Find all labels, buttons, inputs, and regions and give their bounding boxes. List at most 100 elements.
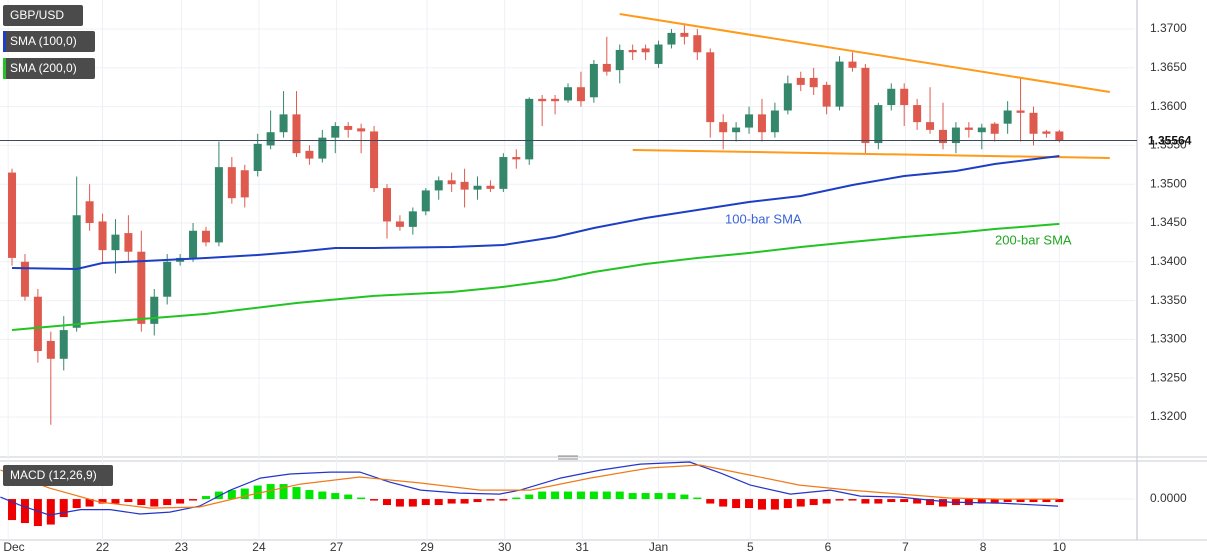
- histogram-bar: [150, 499, 159, 507]
- legend-label: MACD (12,26,9): [10, 468, 97, 482]
- candle-body: [913, 105, 922, 123]
- histogram-bar: [20, 499, 29, 524]
- histogram-bar: [33, 499, 42, 527]
- candle-body: [796, 77, 805, 85]
- candle-body: [1003, 110, 1012, 124]
- histogram-bar: [564, 491, 573, 500]
- candle-body: [486, 185, 495, 189]
- candle-body: [576, 87, 585, 102]
- histogram-bar: [189, 499, 198, 501]
- candle-body: [628, 49, 637, 53]
- candle-body: [163, 261, 172, 297]
- histogram-bar: [977, 499, 986, 504]
- histogram-bar: [796, 499, 805, 507]
- histogram-bar: [525, 494, 534, 500]
- histogram-bar: [266, 484, 275, 500]
- candle-body: [848, 61, 857, 68]
- histogram-bar: [98, 499, 107, 504]
- candle-body: [719, 122, 728, 133]
- histogram-bar: [745, 499, 754, 509]
- histogram-bar: [240, 488, 249, 500]
- candle-body: [20, 261, 29, 297]
- candle-body: [305, 150, 314, 159]
- histogram-bar: [8, 499, 17, 521]
- y-tick-label: 1.3550: [1150, 138, 1187, 152]
- last-price-label: 1.35564: [1148, 134, 1192, 148]
- histogram-bar: [253, 485, 262, 500]
- histogram-bar: [719, 499, 728, 507]
- x-tick-label: 27: [330, 540, 344, 554]
- histogram-bar: [1003, 499, 1012, 503]
- histogram-bar: [382, 499, 392, 506]
- x-tick-label: 24: [252, 540, 266, 554]
- trendline: [619, 13, 1110, 93]
- histogram-bar: [576, 491, 585, 500]
- histogram-bar: [72, 499, 81, 509]
- candle-body: [421, 190, 430, 212]
- candle-body: [589, 63, 598, 98]
- candle-body: [395, 221, 404, 227]
- candle-body: [887, 88, 896, 106]
- labels: 1.3200 1.3250 1.3300 1.3350 1.3400 1.3450 1.35…: [3, 5, 1192, 554]
- legend-swatch: [3, 58, 6, 79]
- candle-body: [382, 188, 392, 222]
- histogram-bar: [913, 499, 922, 504]
- y-tick-label: 1.3500: [1150, 176, 1187, 190]
- histogram-bar: [318, 491, 327, 500]
- histogram-bar: [370, 499, 379, 501]
- candle-body: [977, 127, 986, 133]
- histogram-bar: [460, 499, 469, 504]
- histogram-bar: [551, 491, 560, 500]
- y-tick-label: 1.3250: [1150, 370, 1187, 384]
- histogram-bar: [85, 499, 94, 507]
- histogram-bar: [770, 499, 779, 510]
- candle-body: [641, 48, 650, 53]
- histogram-bar: [1016, 499, 1025, 503]
- x-tick-label: Dec: [3, 540, 24, 554]
- candle-body: [706, 52, 715, 123]
- macd-line: [0, 461, 1059, 516]
- histogram-bar: [589, 491, 598, 500]
- candle-body: [938, 129, 947, 144]
- histogram-bar: [305, 490, 314, 500]
- resize-handle[interactable]: [558, 455, 578, 460]
- candle-body: [150, 296, 159, 324]
- histogram-bar: [214, 491, 223, 500]
- histogram-bar: [227, 490, 236, 500]
- y-tick-label: 1.3200: [1150, 409, 1187, 423]
- legend-box: [3, 465, 113, 486]
- candle-body: [124, 233, 133, 252]
- candle-body: [822, 84, 831, 107]
- histogram-bar: [124, 499, 133, 503]
- candle-body: [667, 32, 676, 45]
- candle-body: [279, 114, 288, 133]
- annotation: 100-bar SMA: [725, 211, 802, 226]
- candle-body: [33, 296, 42, 352]
- candle-body: [835, 61, 844, 107]
- histogram-bar: [926, 499, 935, 506]
- x-tick-label: 8: [980, 540, 987, 554]
- histogram-bar: [137, 499, 146, 506]
- histogram-bar: [163, 499, 172, 506]
- y-tick-label: 1.3350: [1150, 293, 1187, 307]
- histogram-bar: [809, 499, 818, 506]
- grid: [0, 0, 1135, 540]
- histogram-bar: [279, 484, 288, 500]
- candle-body: [861, 67, 870, 144]
- histogram-bar: [757, 499, 766, 510]
- candle-body: [447, 180, 456, 185]
- histogram-bar: [512, 497, 521, 500]
- candle-body: [900, 88, 909, 106]
- y-tick-label: 0.0000: [1150, 491, 1187, 505]
- histogram-bar: [421, 499, 430, 506]
- candle-body: [111, 234, 120, 251]
- y-tick-label: 1.3450: [1150, 215, 1187, 229]
- candle-body: [408, 211, 417, 227]
- candle-body: [990, 123, 999, 134]
- x-tick-label: 23: [175, 540, 189, 554]
- candle-body: [512, 157, 521, 160]
- marks: [0, 13, 1137, 527]
- histogram-bar: [628, 493, 637, 500]
- candle-body: [46, 340, 55, 359]
